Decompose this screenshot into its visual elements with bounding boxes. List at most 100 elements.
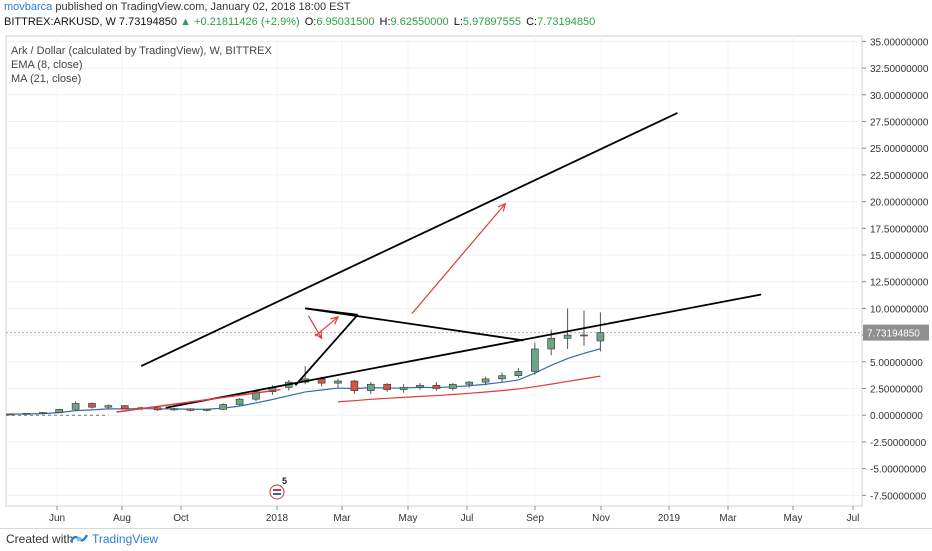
red-trendline: [116, 388, 281, 413]
created-with-text: Created with: [6, 532, 74, 546]
candles-layer: [6, 308, 605, 416]
candle-body: [203, 409, 211, 411]
arrow-head: [330, 316, 340, 325]
y-tick-label: 30.00000000: [870, 91, 929, 102]
publish-text: published on TradingView.com, January 02…: [52, 1, 351, 13]
low-value: 5.97897555: [462, 16, 522, 28]
high-value: 9.62550000: [390, 16, 449, 28]
candle-body: [317, 378, 326, 384]
close-label: C:: [526, 16, 538, 28]
candle-body: [88, 403, 96, 408]
y-tick-label: -5.00000000: [870, 465, 927, 476]
trendline: [165, 293, 762, 409]
chart-area[interactable]: 35.00000000 32.50000000 30.00000000 27.5000…: [0, 34, 932, 524]
candle-body: [334, 380, 342, 384]
y-tick-label: 15.00000000: [870, 251, 929, 262]
ema-layer: [9, 348, 601, 415]
candle-body: [547, 337, 556, 350]
candle-body: [399, 387, 408, 390]
candle-body: [366, 383, 375, 391]
high-label: H:: [379, 16, 391, 28]
arrow-shaft: [307, 315, 323, 339]
y-tick-label: 20.00000000: [870, 198, 929, 209]
event-flag-icon: [269, 484, 285, 500]
y-tick-label: 17.50000000: [870, 224, 929, 235]
x-tick-label: Jul: [461, 513, 474, 524]
tradingview-brand[interactable]: TradingView: [92, 532, 159, 546]
grid-layer: [5, 35, 863, 507]
price-label-box: [863, 324, 929, 341]
plot-frame: [5, 35, 863, 507]
low-label: L:: [453, 16, 463, 28]
y-tick-label: 27.50000000: [870, 117, 929, 128]
candle-body: [563, 334, 572, 339]
event-flag-stripe: [273, 493, 281, 495]
arrow-shaft: [314, 316, 339, 337]
arrow-head: [497, 202, 507, 212]
y-tick-label: 0.00000000: [870, 411, 923, 422]
x-tick-label: Aug: [113, 513, 131, 524]
y-tick-label: 25.00000000: [870, 144, 929, 155]
author-link[interactable]: movbarca: [4, 1, 53, 13]
y-tick-label: 2.50000000: [870, 385, 923, 396]
trendline: [294, 314, 359, 386]
y-tick-label: 35.00000000: [870, 37, 929, 48]
candle-body: [481, 378, 490, 383]
drawings-layer: [116, 112, 762, 413]
last-price: 7.73194850: [118, 16, 178, 28]
price-chart[interactable]: 35.00000000 32.50000000 30.00000000 27.5000…: [0, 34, 932, 524]
y-tick-label: 32.50000000: [870, 64, 929, 75]
candle-body: [465, 381, 474, 385]
candle-body: [383, 383, 392, 390]
footer: Created with TradingView: [0, 528, 932, 551]
x-tick-label: Mar: [719, 513, 737, 524]
candle-body: [235, 398, 244, 405]
candle-body: [55, 409, 64, 413]
legend-ma[interactable]: MA (21, close): [11, 73, 82, 85]
event-count: 5: [282, 476, 287, 486]
trendline: [305, 307, 358, 316]
x-tick-label: Jul: [847, 513, 860, 524]
x-tick-label: Mar: [333, 513, 351, 524]
candle-body: [38, 412, 47, 414]
x-tick-label: 2018: [266, 513, 289, 524]
ema-line: [9, 348, 601, 415]
candle-body: [219, 404, 227, 410]
candle-body: [432, 384, 441, 389]
symbol-name[interactable]: BITTREX:ARKUSD, W: [4, 16, 116, 28]
candle-body: [416, 384, 424, 388]
overlay-layer: 7.73194850 5: [269, 324, 929, 500]
publish-line: movbarca published on TradingView.com, J…: [0, 0, 932, 14]
candle-body: [153, 407, 162, 411]
candle-body: [530, 348, 539, 372]
candle-body: [170, 408, 178, 411]
y-tick-label: 22.50000000: [870, 171, 929, 182]
candle-body: [71, 403, 80, 410]
change-text: +0.21811426 (+2.9%): [194, 16, 300, 28]
legend-ema[interactable]: EMA (8, close): [11, 59, 83, 71]
x-tick-label: May: [399, 513, 418, 524]
price-label-text: 7.73194850: [867, 329, 920, 340]
trendline: [140, 112, 678, 367]
chart-legend: Ark / Dollar (calculated by TradingView)…: [11, 44, 272, 86]
y-axis[interactable]: 35.00000000 32.50000000 30.00000000 27.5000…: [862, 37, 929, 502]
open-label: O:: [304, 16, 317, 28]
candle-body: [448, 383, 457, 389]
legend-title: Ark / Dollar (calculated by TradingView)…: [11, 45, 272, 57]
x-tick-label: May: [784, 513, 803, 524]
candle-body: [252, 391, 260, 400]
candle-body: [350, 380, 359, 391]
tradingview-logo-icon[interactable]: [69, 531, 89, 550]
event-flag-stripe: [273, 489, 281, 491]
candle-body: [22, 412, 31, 415]
x-axis[interactable]: Jun Aug Oct 2018 Mar May Jul Sep Nov 2019 Mar May Ju…: [49, 506, 859, 524]
y-tick-label: 5.00000000: [870, 358, 923, 369]
candle-body: [498, 375, 506, 380]
symbol-header: BITTREX:ARKUSD, W 7.73194850 ▲ +0.218114…: [0, 14, 932, 30]
close-value: 7.73194850: [537, 16, 596, 28]
y-tick-label: 12.50000000: [870, 278, 929, 289]
candle-body: [121, 405, 129, 410]
y-tick-label: -2.50000000: [870, 438, 927, 449]
candle-body: [596, 332, 605, 342]
x-tick-label: Nov: [592, 513, 610, 524]
